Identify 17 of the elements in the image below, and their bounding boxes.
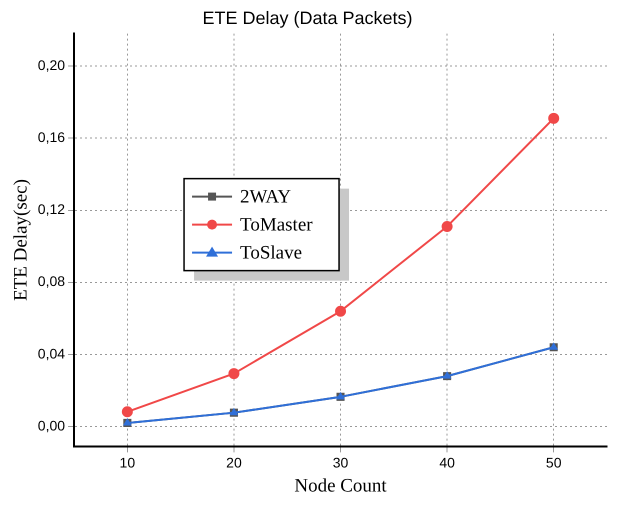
y-axis-title: ETE Delay(sec): [10, 179, 32, 301]
y-tick-label: 0,12: [38, 201, 66, 218]
legend-label: ToMaster: [240, 214, 314, 236]
chart-title: ETE Delay (Data Packets): [202, 8, 413, 28]
legend-label: 2WAY: [240, 186, 292, 208]
x-tick-label: 20: [226, 454, 242, 471]
x-tick-label: 50: [546, 454, 562, 471]
y-tick-label: 0,00: [38, 417, 66, 434]
x-axis-title: Node Count: [294, 476, 388, 497]
y-tick-label: 0,04: [38, 345, 66, 362]
legend-label: ToSlave: [240, 242, 302, 264]
x-tick-label: 40: [439, 454, 456, 471]
x-tick-label: 30: [332, 454, 349, 471]
y-tick-label: 0,08: [38, 273, 66, 290]
x-tick-label: 10: [120, 454, 136, 471]
y-tick-label: 0,16: [38, 129, 66, 146]
y-tick-label: 0,20: [38, 56, 66, 73]
